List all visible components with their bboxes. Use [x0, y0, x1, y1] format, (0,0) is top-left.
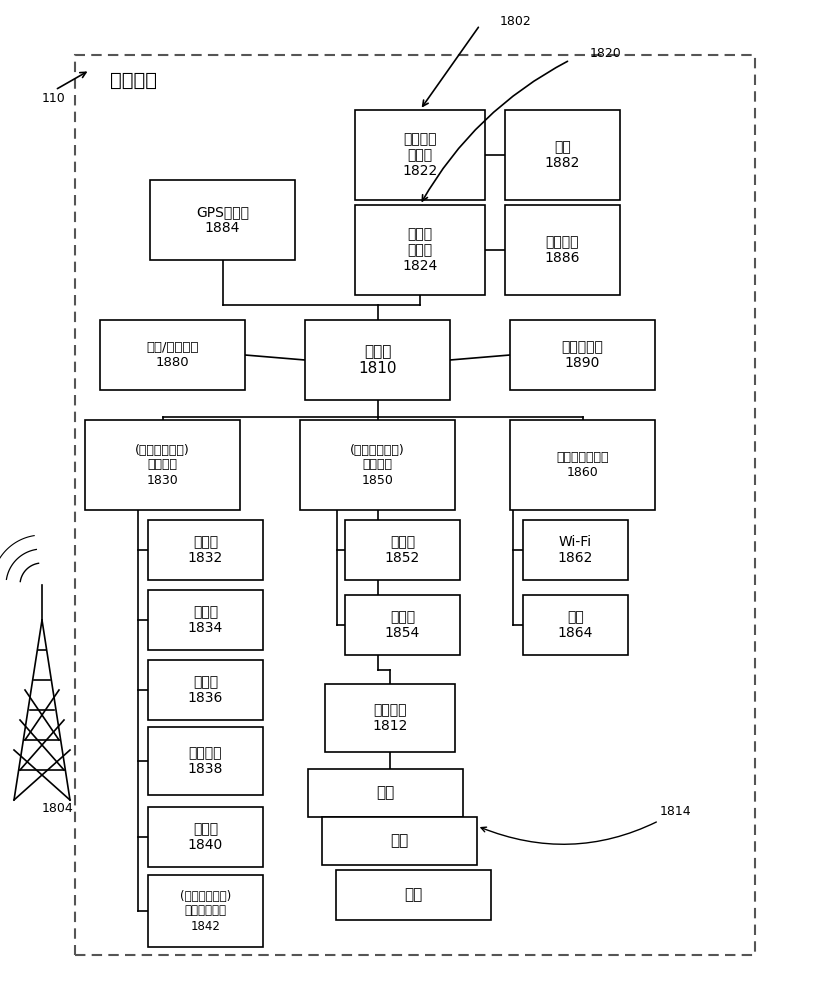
Text: 应用: 应用 [404, 888, 423, 902]
FancyBboxPatch shape [510, 420, 655, 510]
Text: 照相机
1836: 照相机 1836 [188, 675, 224, 705]
Text: 非可移除
存储器
1822: 非可移除 存储器 1822 [402, 132, 437, 178]
Text: 物理连接器
1890: 物理连接器 1890 [562, 340, 603, 370]
Text: 处理器
1810: 处理器 1810 [359, 344, 397, 376]
Text: (一个或者多个)
输入设备
1830: (一个或者多个) 输入设备 1830 [135, 444, 190, 487]
FancyBboxPatch shape [322, 817, 477, 865]
FancyBboxPatch shape [305, 320, 450, 400]
Text: 蓝牙
1864: 蓝牙 1864 [558, 610, 593, 640]
Text: 显示器
1854: 显示器 1854 [385, 610, 420, 640]
FancyBboxPatch shape [148, 660, 263, 720]
FancyBboxPatch shape [325, 684, 455, 752]
FancyBboxPatch shape [75, 55, 755, 955]
Text: 1814: 1814 [481, 805, 692, 844]
Text: Wi-Fi
1862: Wi-Fi 1862 [558, 535, 593, 565]
FancyBboxPatch shape [505, 205, 620, 295]
FancyBboxPatch shape [85, 420, 240, 510]
Text: 物理键盘
1838: 物理键盘 1838 [188, 746, 224, 776]
Text: 触摸屏
1832: 触摸屏 1832 [188, 535, 223, 565]
Text: (一个或者多个)
接近度传感器
1842: (一个或者多个) 接近度传感器 1842 [180, 890, 231, 932]
Text: 加速度计
1886: 加速度计 1886 [545, 235, 580, 265]
FancyBboxPatch shape [300, 420, 455, 510]
Text: 麦克风
1834: 麦克风 1834 [188, 605, 223, 635]
Text: GPS接收器
1884: GPS接收器 1884 [196, 205, 249, 235]
FancyBboxPatch shape [355, 110, 485, 200]
FancyBboxPatch shape [345, 595, 460, 655]
Text: 应用: 应用 [376, 786, 394, 800]
FancyBboxPatch shape [336, 870, 491, 920]
FancyBboxPatch shape [505, 110, 620, 200]
FancyBboxPatch shape [148, 590, 263, 650]
FancyBboxPatch shape [308, 769, 463, 817]
FancyBboxPatch shape [345, 520, 460, 580]
Text: 1820: 1820 [590, 47, 622, 60]
Text: 无线调制解调器
1860: 无线调制解调器 1860 [556, 451, 609, 479]
FancyBboxPatch shape [523, 520, 628, 580]
Text: 移动设备: 移动设备 [110, 71, 157, 90]
Text: 电源
1882: 电源 1882 [545, 140, 580, 170]
FancyBboxPatch shape [523, 595, 628, 655]
FancyBboxPatch shape [150, 180, 295, 260]
Text: 操作系统
1812: 操作系统 1812 [372, 703, 407, 733]
Text: (一个或者多个)
输出设备
1850: (一个或者多个) 输出设备 1850 [350, 444, 405, 487]
FancyBboxPatch shape [148, 875, 263, 947]
FancyBboxPatch shape [510, 320, 655, 390]
FancyBboxPatch shape [148, 520, 263, 580]
Text: 110: 110 [42, 92, 66, 105]
FancyBboxPatch shape [148, 727, 263, 795]
Text: 扬声器
1852: 扬声器 1852 [385, 535, 420, 565]
Text: 1804: 1804 [42, 802, 74, 815]
Text: 可移除
存储器
1824: 可移除 存储器 1824 [402, 227, 437, 273]
Text: 输入/输出端口
1880: 输入/输出端口 1880 [146, 341, 198, 369]
FancyBboxPatch shape [148, 807, 263, 867]
FancyBboxPatch shape [355, 205, 485, 295]
Text: 1802: 1802 [500, 15, 532, 28]
Text: 应用: 应用 [390, 834, 409, 848]
Text: 轨迹球
1840: 轨迹球 1840 [188, 822, 223, 852]
FancyBboxPatch shape [100, 320, 245, 390]
